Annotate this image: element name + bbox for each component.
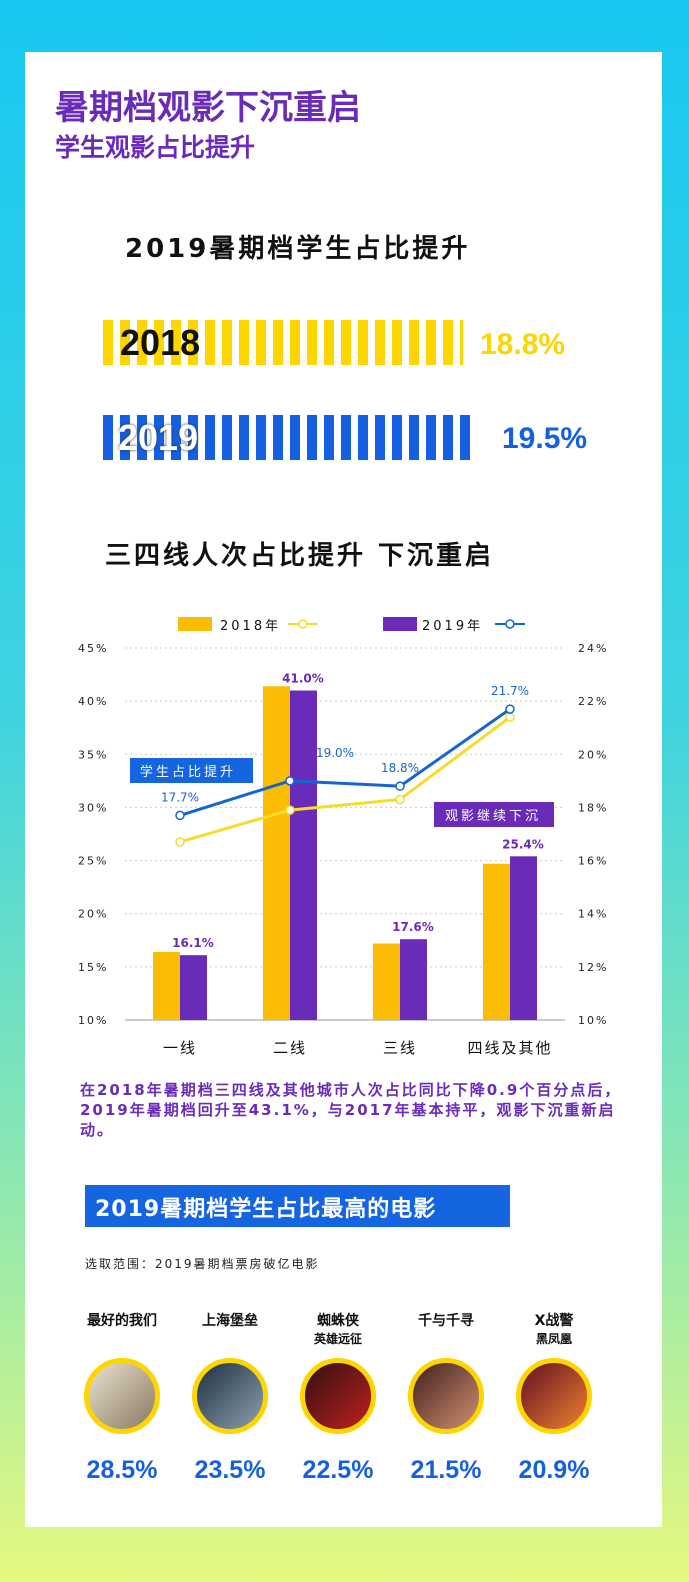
bar-value-label: 17.6% (392, 920, 434, 934)
bar-value-label: 16.1% (172, 936, 214, 950)
section-student-title: 2019暑期档学生占比提升 (125, 234, 471, 264)
left-axis-tick: 30% (78, 801, 108, 814)
city-tier-chart: 2018年 2019年 10% 10% 15% 12% 20% 14% 25% 16% 30% 1… (78, 617, 608, 1057)
movie-title: 蜘蛛侠 英雄远征 (283, 1312, 393, 1358)
page-subtitle: 学生观影占比提升 (55, 133, 256, 162)
category-label: 三线 (383, 1039, 417, 1057)
value-2019: 19.5% (502, 422, 588, 455)
line-point (505, 712, 515, 722)
bar-value-label: 25.4% (502, 837, 544, 851)
movie-title-sub: 黑凤凰 (535, 1332, 572, 1346)
annotation-student-rise-text: 学生占比提升 (140, 764, 236, 780)
annotation-student-rise (130, 758, 253, 783)
movie-poster (84, 1358, 160, 1434)
line-2019年 (179, 707, 511, 817)
value-2018: 18.8% (480, 328, 566, 361)
bar-2019 (103, 415, 475, 460)
line-value-label: 17.7% (161, 790, 199, 804)
right-axis-tick: 24% (578, 642, 608, 655)
movie-student-share: 28.5% (86, 1456, 158, 1484)
left-axis-tick: 35% (78, 748, 108, 761)
right-axis-tick: 22% (578, 695, 608, 708)
movie-student-share: 21.5% (410, 1456, 482, 1484)
line-value-label: 21.7% (491, 684, 529, 698)
bar-2018年 (263, 686, 290, 1020)
movie-poster (300, 1358, 376, 1434)
movie-student-share: 22.5% (302, 1456, 374, 1484)
category-label: 一线 (163, 1039, 197, 1057)
bar-2019年 (510, 856, 537, 1020)
right-axis-tick: 12% (578, 961, 608, 974)
movie-student-share: 20.9% (518, 1456, 590, 1484)
bar-value-label: 41.0% (282, 672, 324, 686)
right-axis-tick: 20% (578, 748, 608, 761)
left-axis-tick: 10% (78, 1014, 108, 1027)
movie-item: 千与千寻 21.5% (391, 1312, 501, 1485)
line-point (175, 810, 185, 821)
bar-2018年 (153, 951, 180, 1020)
line-2018年 (179, 715, 511, 844)
movie-title-main: 蜘蛛侠 (317, 1313, 359, 1329)
legend-marker-2018 (298, 619, 308, 629)
bar-2018年 (483, 863, 510, 1020)
movie-title: 最好的我们 (67, 1312, 177, 1358)
legend-swatch-2018 (178, 617, 212, 631)
bar-2019年 (290, 690, 317, 1020)
movie-item: 最好的我们 28.5% (67, 1312, 177, 1485)
left-axis-tick: 25% (78, 855, 108, 868)
bar-2019年 (400, 939, 427, 1020)
category-label: 四线及其他 (467, 1039, 552, 1057)
movie-poster (192, 1358, 268, 1434)
year-2019: 2019 (118, 417, 199, 458)
page-title: 暑期档观影下沉重启 (55, 88, 361, 128)
movie-title-main: 上海堡垒 (202, 1313, 258, 1329)
movies-section-title: 2019暑期档学生占比最高的电影 (85, 1185, 510, 1227)
legend-swatch-2019 (383, 617, 417, 631)
left-axis-tick: 40% (78, 695, 108, 708)
content-panel (25, 52, 662, 1527)
line-point (175, 837, 185, 847)
movies-note: 选取范围：2019暑期档票房破亿电影 (85, 1257, 320, 1271)
line-point (395, 781, 405, 791)
left-axis-tick: 15% (78, 961, 108, 974)
movie-poster (516, 1358, 592, 1434)
movie-title-main: 最好的我们 (87, 1313, 157, 1329)
left-axis-tick: 20% (78, 908, 108, 921)
annotation-sinking (434, 802, 554, 827)
year-2018: 2018 (120, 322, 201, 363)
movie-title: X战警黑凤凰 (499, 1312, 609, 1358)
chart-title: 三四线人次占比提升 下沉重启 (105, 541, 495, 571)
category-label: 二线 (273, 1039, 307, 1057)
right-axis-tick: 18% (578, 801, 608, 814)
line-value-label: 19.0% (316, 746, 354, 760)
line-point (285, 776, 295, 786)
movie-title: 千与千寻 (391, 1312, 501, 1358)
legend-marker-2019 (505, 619, 515, 629)
movie-poster (408, 1358, 484, 1434)
bar-2018 (103, 320, 463, 365)
line-point (395, 794, 405, 805)
movie-item: 上海堡垒 23.5% (175, 1312, 285, 1485)
line-point (285, 805, 295, 815)
chart-description: 在2018年暑期档三四线及其他城市人次占比同比下降0.9个百分点后，2019年暑… (80, 1081, 622, 1139)
legend-label-2018: 2018年 (220, 619, 281, 634)
left-axis-tick: 45% (78, 642, 108, 655)
movie-item: 蜘蛛侠英雄远征 22.5% (283, 1312, 393, 1485)
right-axis-tick: 10% (578, 1014, 608, 1027)
bar-2018年 (373, 943, 400, 1020)
annotation-sinking-text: 观影继续下沉 (445, 809, 541, 824)
line-value-label: 18.8% (381, 761, 419, 775)
movie-title-main: X战警 (534, 1313, 574, 1329)
movie-title-main: 千与千寻 (418, 1313, 474, 1329)
right-axis-tick: 16% (578, 855, 608, 868)
line-point (505, 704, 515, 714)
bar-2019年 (180, 955, 207, 1020)
movie-title-sub: 英雄远征 (313, 1332, 362, 1346)
movie-student-share: 23.5% (194, 1456, 266, 1484)
legend-label-2019: 2019年 (422, 619, 483, 634)
movie-item: X战警黑凤凰 20.9% (499, 1312, 609, 1485)
movie-title: 上海堡垒 (175, 1312, 285, 1358)
right-axis-tick: 14% (578, 908, 608, 921)
